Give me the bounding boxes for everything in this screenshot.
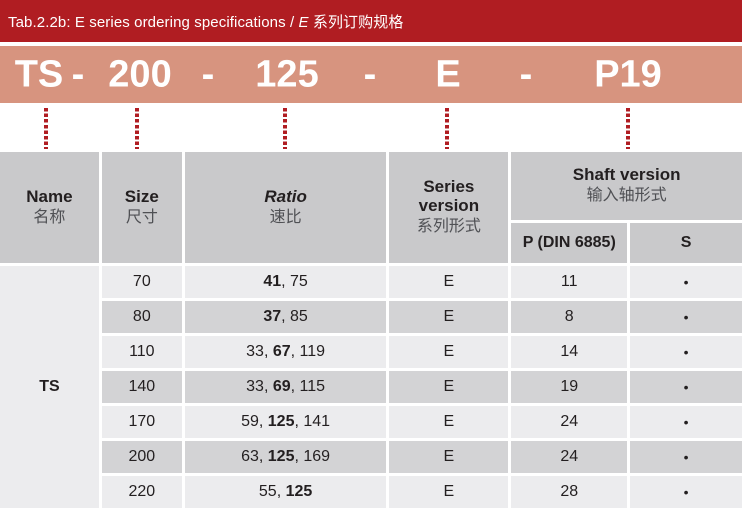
table-caption: Tab.2.2b: E series ordering specificatio… [8, 11, 403, 32]
code-segment-name: TS [14, 53, 64, 95]
col-header-ratio-en: Ratio [264, 186, 307, 206]
col-header-shaft: Shaft version 输入轴形式 [511, 152, 742, 220]
col-header-name-en: Name [26, 186, 73, 206]
col-header-ratio-cn: 速比 [269, 208, 302, 226]
code-segment-size: 200 [108, 53, 172, 95]
series-cell: E [389, 406, 509, 438]
col-header-name: Name 名称 [0, 152, 99, 263]
col-header-shaft-s: S [630, 223, 742, 263]
series-cell: E [389, 336, 509, 368]
dotted-connector-size [135, 108, 139, 149]
code-segment-shaft: P19 [594, 53, 662, 95]
col-header-size-cn: 尺寸 [125, 208, 158, 226]
ratio-cell: 55, 125 [184, 476, 387, 508]
p-cell: 8 [511, 301, 628, 333]
spec-table-wrap: Name 名称 Size 尺寸 Ratio 速比 Series version … [0, 152, 742, 508]
code-segment-ratio: 125 [255, 53, 319, 95]
ratio-cell: 33, 67, 119 [184, 336, 387, 368]
table-row: TS 70 41, 75 E 11 • [0, 266, 742, 508]
ratio-cell: 33, 69, 115 [184, 371, 387, 403]
s-cell: • [630, 476, 742, 508]
connector-zone [0, 103, 742, 152]
size-cell: 80 [101, 301, 182, 333]
series-cell: E [389, 266, 509, 298]
col-header-shaft-p: P (DIN 6885) [511, 223, 628, 263]
col-header-series-en: Series version [418, 177, 480, 215]
ratio-cell: 59, 125, 141 [184, 406, 387, 438]
col-header-size: Size 尺寸 [101, 152, 182, 263]
caption-suffix: 系列订购规格 [308, 13, 404, 31]
p-cell: 14 [511, 336, 628, 368]
dotted-connector-ratio [283, 108, 287, 149]
size-cell: 200 [101, 441, 182, 473]
caption-series-letter: E [298, 13, 309, 31]
title-bar: Tab.2.2b: E series ordering specificatio… [0, 0, 742, 42]
col-header-series-cn: 系列形式 [416, 218, 481, 235]
dotted-connector-name [44, 108, 48, 149]
dotted-connector-shaft [626, 108, 630, 149]
col-header-series: Series version 系列形式 [389, 152, 509, 263]
col-header-size-en: Size [124, 186, 159, 206]
series-cell: E [389, 441, 509, 473]
s-cell: • [630, 371, 742, 403]
s-cell: • [630, 336, 742, 368]
size-cell: 140 [101, 371, 182, 403]
ordering-code-bar: TS - 200 - 125 - E - P19 [0, 46, 742, 103]
p-cell: 24 [511, 441, 628, 473]
table-row: 140 33, 69, 115 E 19 • [0, 371, 742, 403]
spec-table: Name 名称 Size 尺寸 Ratio 速比 Series version … [0, 149, 742, 511]
col-header-shaft-en: Shaft version [572, 165, 681, 184]
size-cell: 220 [101, 476, 182, 508]
table-row: 80 37, 85 E 8 • [0, 301, 742, 333]
s-cell: • [630, 266, 742, 298]
table-row: 110 33, 67, 119 E 14 • [0, 336, 742, 368]
col-header-name-cn: 名称 [33, 208, 66, 226]
p-cell: 28 [511, 476, 628, 508]
series-cell: E [389, 301, 509, 333]
series-cell: E [389, 371, 509, 403]
size-cell: 110 [101, 336, 182, 368]
size-cell: 170 [101, 406, 182, 438]
series-cell: E [389, 476, 509, 508]
caption-prefix: Tab.2.2b: E series ordering specificatio… [8, 13, 299, 31]
col-header-ratio: Ratio 速比 [184, 152, 387, 263]
code-separator: - [519, 53, 533, 95]
ratio-cell: 37, 85 [184, 301, 387, 333]
ratio-cell: 63, 125, 169 [184, 441, 387, 473]
table-row: 220 55, 125 E 28 • [0, 476, 742, 508]
table-row: 200 63, 125, 169 E 24 • [0, 441, 742, 473]
code-separator: - [201, 53, 215, 95]
p-cell: 24 [511, 406, 628, 438]
p-cell: 19 [511, 371, 628, 403]
ratio-cell: 41, 75 [184, 266, 387, 298]
code-segment-series: E [435, 53, 461, 95]
col-header-shaft-cn: 输入轴形式 [586, 187, 667, 204]
p-cell: 11 [511, 266, 628, 298]
s-cell: • [630, 441, 742, 473]
code-separator: - [71, 53, 85, 95]
size-cell: 70 [101, 266, 182, 298]
header-row-main: Name 名称 Size 尺寸 Ratio 速比 Series version … [0, 152, 742, 263]
s-cell: • [630, 301, 742, 333]
s-cell: • [630, 406, 742, 438]
table-row: 170 59, 125, 141 E 24 • [0, 406, 742, 438]
dotted-connector-series [445, 108, 449, 149]
header-row-sub: P (DIN 6885) S [0, 223, 742, 263]
name-cell: TS [0, 266, 99, 508]
code-separator: - [363, 53, 377, 95]
